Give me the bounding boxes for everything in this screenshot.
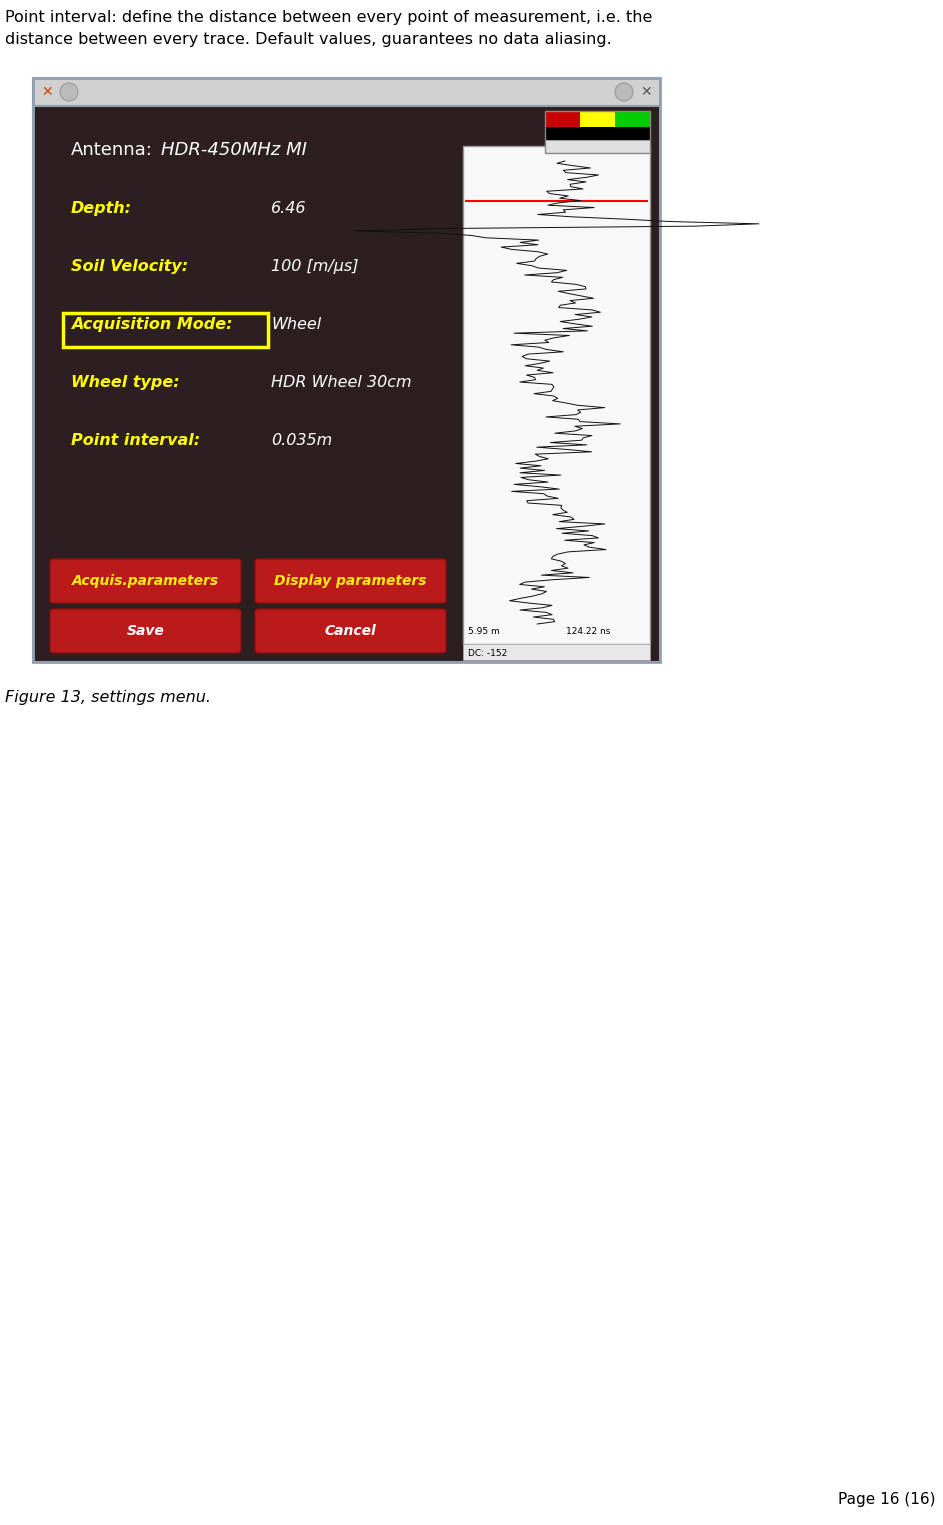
Bar bbox=[580, 111, 615, 127]
Circle shape bbox=[60, 82, 78, 101]
Bar bbox=[463, 146, 650, 644]
Text: HDR Wheel 30cm: HDR Wheel 30cm bbox=[271, 375, 412, 390]
Text: 6.46: 6.46 bbox=[271, 201, 306, 217]
Text: ✕: ✕ bbox=[41, 85, 53, 99]
Bar bbox=[63, 313, 268, 348]
Text: Soil Velocity:: Soil Velocity: bbox=[71, 259, 188, 274]
Bar bbox=[545, 111, 650, 152]
Text: Wheel: Wheel bbox=[271, 317, 322, 332]
Bar bbox=[33, 78, 660, 107]
Text: Point interval:: Point interval: bbox=[71, 433, 200, 448]
Text: Cancel: Cancel bbox=[324, 624, 376, 637]
Text: DC: -152: DC: -152 bbox=[468, 650, 507, 657]
Text: Antenna:: Antenna: bbox=[71, 140, 153, 159]
Text: 124.22 ns: 124.22 ns bbox=[566, 627, 610, 636]
Text: Save: Save bbox=[126, 624, 164, 637]
Text: 5.95 m: 5.95 m bbox=[468, 627, 500, 636]
Bar bbox=[615, 111, 650, 127]
Text: Depth:: Depth: bbox=[71, 201, 132, 217]
Bar bbox=[545, 127, 650, 140]
Text: Acquis.parameters: Acquis.parameters bbox=[72, 573, 219, 589]
Text: 100 [m/μs]: 100 [m/μs] bbox=[271, 259, 358, 274]
Bar bbox=[33, 107, 660, 662]
Text: Acquisition Mode:: Acquisition Mode: bbox=[71, 317, 233, 332]
FancyBboxPatch shape bbox=[50, 560, 241, 602]
Text: Display parameters: Display parameters bbox=[274, 573, 427, 589]
Text: Wheel type:: Wheel type: bbox=[71, 375, 179, 390]
FancyBboxPatch shape bbox=[255, 608, 446, 653]
Bar bbox=[545, 111, 580, 127]
Circle shape bbox=[615, 82, 633, 101]
Text: ✕: ✕ bbox=[640, 85, 652, 99]
Text: 0.035m: 0.035m bbox=[271, 433, 332, 448]
FancyBboxPatch shape bbox=[255, 560, 446, 602]
Text: Page 16 (16): Page 16 (16) bbox=[837, 1491, 935, 1507]
Bar bbox=[463, 644, 650, 660]
Bar bbox=[33, 78, 660, 662]
FancyBboxPatch shape bbox=[50, 608, 241, 653]
Text: Figure 13, settings menu.: Figure 13, settings menu. bbox=[5, 689, 211, 705]
Bar bbox=[545, 140, 650, 153]
Text: Point interval: define the distance between every point of measurement, i.e. the: Point interval: define the distance betw… bbox=[5, 11, 653, 47]
Text: HDR-450MHz MI: HDR-450MHz MI bbox=[161, 140, 306, 159]
